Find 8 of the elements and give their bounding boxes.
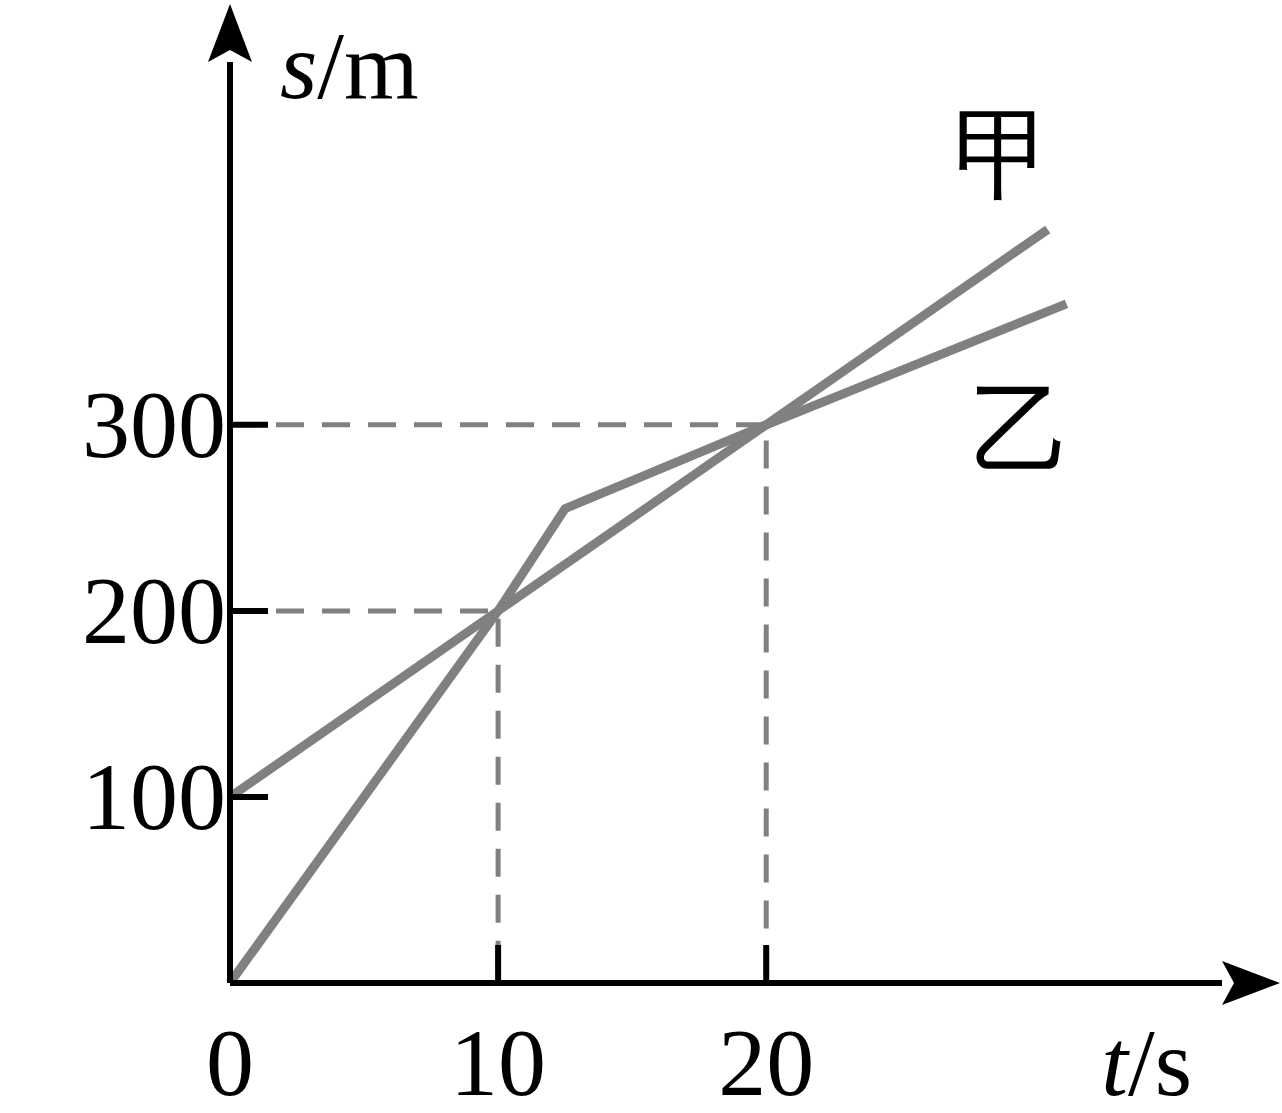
x-tick-label: 20 (718, 1009, 815, 1113)
ylabel: s/m (280, 12, 419, 119)
x-tick-label: 0 (206, 1009, 254, 1113)
x-tick-label: 10 (450, 1009, 547, 1113)
y-tick-label: 200 (82, 556, 226, 664)
xlabel: t/s (1101, 1009, 1192, 1113)
y-tick-label: 300 (82, 370, 226, 478)
y-tick-label: 100 (82, 742, 226, 850)
